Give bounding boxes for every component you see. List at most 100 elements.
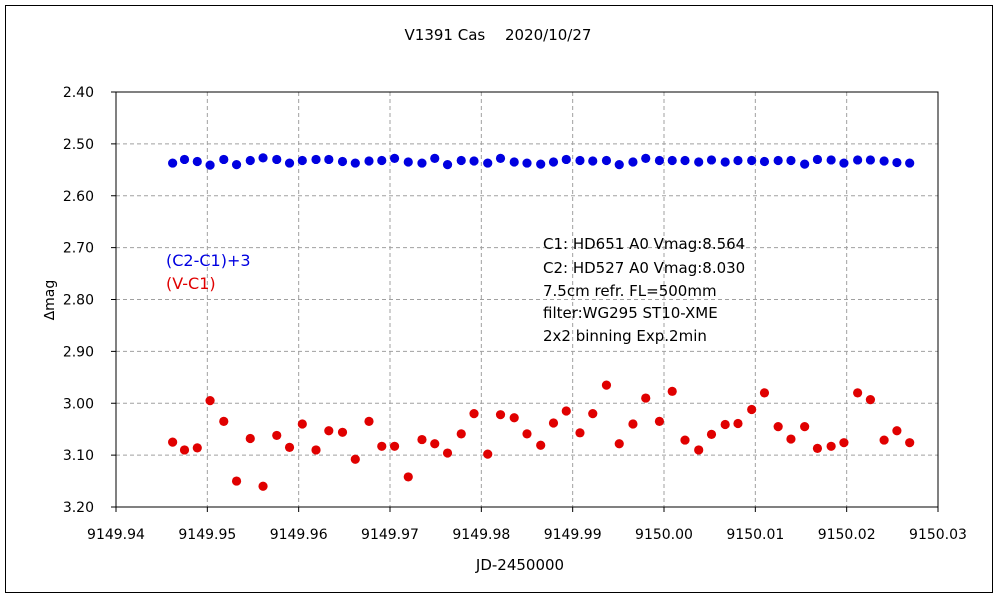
data-point xyxy=(694,157,703,166)
data-point xyxy=(641,154,650,163)
x-tick-label: 9149.95 xyxy=(178,527,236,543)
data-point xyxy=(760,388,769,397)
data-point xyxy=(298,419,307,428)
y-tick-label: 3.00 xyxy=(63,396,94,412)
data-point xyxy=(588,156,597,165)
note-telescope: 7.5cm refr. FL=500mm xyxy=(543,282,717,300)
data-point xyxy=(721,420,730,429)
data-point xyxy=(866,155,875,164)
data-point xyxy=(774,156,783,165)
data-point xyxy=(324,155,333,164)
x-tick-label: 9149.97 xyxy=(361,527,419,543)
data-point xyxy=(615,439,624,448)
data-point xyxy=(457,429,466,438)
x-tick-label: 9149.96 xyxy=(270,527,328,543)
data-point xyxy=(311,155,320,164)
data-point xyxy=(839,158,848,167)
data-point xyxy=(602,380,611,389)
data-point xyxy=(655,156,664,165)
data-point xyxy=(311,445,320,454)
data-point xyxy=(324,426,333,435)
y-tick-label: 2.50 xyxy=(63,137,94,153)
y-tick-label: 2.70 xyxy=(63,241,94,257)
x-tick-label: 9149.98 xyxy=(452,527,510,543)
data-point xyxy=(168,438,177,447)
data-point xyxy=(747,156,756,165)
data-point xyxy=(680,435,689,444)
data-point xyxy=(496,410,505,419)
data-point xyxy=(483,158,492,167)
data-point xyxy=(760,157,769,166)
data-point xyxy=(536,441,545,450)
data-point xyxy=(180,445,189,454)
data-point xyxy=(905,158,914,167)
data-point xyxy=(205,396,214,405)
y-axis-ticks: 2.40 2.50 2.60 2.70 2.80 2.90 3.00 3.10 3.20 xyxy=(63,85,116,516)
data-point xyxy=(483,449,492,458)
data-point xyxy=(272,431,281,440)
data-point xyxy=(892,158,901,167)
data-point xyxy=(827,155,836,164)
data-point xyxy=(219,155,228,164)
data-point xyxy=(562,406,571,415)
data-point xyxy=(272,155,281,164)
data-point xyxy=(588,409,597,418)
data-point xyxy=(668,156,677,165)
x-tick-label: 9150.03 xyxy=(909,527,967,543)
data-point xyxy=(168,158,177,167)
data-point xyxy=(469,409,478,418)
data-point xyxy=(575,428,584,437)
data-point xyxy=(655,417,664,426)
data-point xyxy=(880,435,889,444)
data-point xyxy=(562,155,571,164)
data-point xyxy=(680,156,689,165)
data-point xyxy=(180,155,189,164)
data-point xyxy=(707,155,716,164)
data-point xyxy=(733,156,742,165)
data-point xyxy=(628,157,637,166)
data-point xyxy=(390,442,399,451)
data-point xyxy=(246,156,255,165)
data-point xyxy=(457,156,466,165)
data-point xyxy=(747,405,756,414)
data-point xyxy=(721,157,730,166)
data-point xyxy=(285,443,294,452)
data-point xyxy=(469,156,478,165)
x-tick-label: 9150.01 xyxy=(726,527,784,543)
y-tick-label: 3.20 xyxy=(63,500,94,516)
series-v-c1 xyxy=(168,380,914,490)
series-c2-c1 xyxy=(168,153,914,169)
data-point xyxy=(258,153,267,162)
data-point xyxy=(298,156,307,165)
data-point xyxy=(510,157,519,166)
data-point xyxy=(892,426,901,435)
data-point xyxy=(549,418,558,427)
data-point xyxy=(853,155,862,164)
data-point xyxy=(443,160,452,169)
data-points xyxy=(168,153,914,491)
data-point xyxy=(338,428,347,437)
data-point xyxy=(364,417,373,426)
data-point xyxy=(232,476,241,485)
data-point xyxy=(246,434,255,443)
data-point xyxy=(430,154,439,163)
data-point xyxy=(800,422,809,431)
data-point xyxy=(364,156,373,165)
data-point xyxy=(522,429,531,438)
data-point xyxy=(839,438,848,447)
data-point xyxy=(285,158,294,167)
data-point xyxy=(694,445,703,454)
note-binning: 2x2 binning Exp.2min xyxy=(543,327,707,345)
data-point xyxy=(813,155,822,164)
data-point xyxy=(404,157,413,166)
data-point xyxy=(430,439,439,448)
data-point xyxy=(417,158,426,167)
data-point xyxy=(377,442,386,451)
data-point xyxy=(827,442,836,451)
data-point xyxy=(338,157,347,166)
x-tick-label: 9149.99 xyxy=(544,527,602,543)
data-point xyxy=(866,395,875,404)
data-point xyxy=(733,419,742,428)
data-point xyxy=(205,161,214,170)
data-point xyxy=(641,393,650,402)
